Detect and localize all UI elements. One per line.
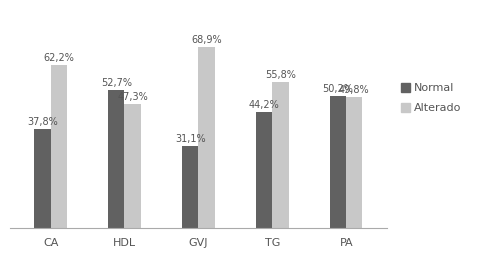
Text: 37,8%: 37,8% bbox=[27, 117, 58, 127]
Bar bbox=[108, 90, 124, 228]
Bar bbox=[330, 96, 346, 228]
Text: 49,8%: 49,8% bbox=[339, 85, 370, 95]
Text: 47,3%: 47,3% bbox=[117, 92, 148, 102]
Text: 44,2%: 44,2% bbox=[249, 100, 280, 110]
Bar bbox=[51, 65, 67, 228]
Bar bbox=[346, 97, 363, 228]
Text: 68,9%: 68,9% bbox=[191, 35, 222, 45]
Text: 50,2%: 50,2% bbox=[323, 84, 354, 94]
Text: 31,1%: 31,1% bbox=[175, 134, 205, 144]
Bar bbox=[124, 104, 141, 228]
Text: 55,8%: 55,8% bbox=[265, 69, 296, 80]
Bar bbox=[272, 82, 289, 228]
Bar bbox=[198, 47, 215, 228]
Legend: Normal, Alterado: Normal, Alterado bbox=[396, 79, 466, 118]
Bar bbox=[256, 112, 272, 228]
Text: 62,2%: 62,2% bbox=[43, 53, 74, 63]
Bar bbox=[34, 129, 51, 228]
Text: 52,7%: 52,7% bbox=[101, 78, 132, 88]
Bar bbox=[182, 146, 198, 228]
